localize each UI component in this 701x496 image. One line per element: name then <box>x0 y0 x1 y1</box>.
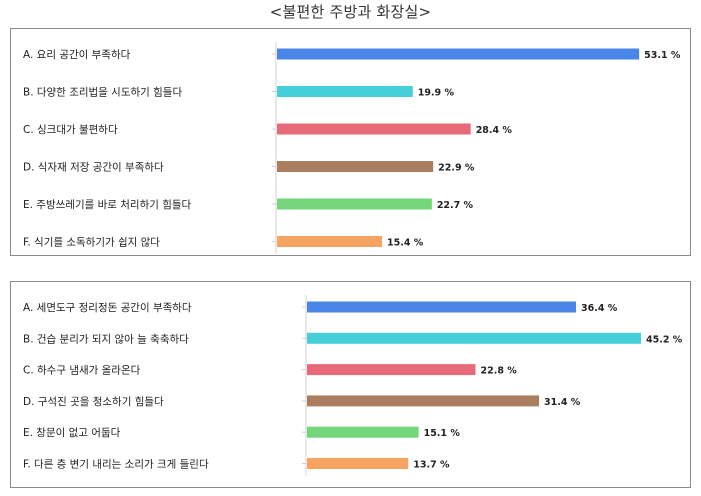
kitchen-chart-panel: A. 요리 공간이 부족하다 53.1 % B. 다양한 조리법을 시도하기 힘들다… <box>10 28 691 256</box>
kitchen-value-label: 22.7 % <box>437 200 474 211</box>
kitchen-bar-chart: A. 요리 공간이 부족하다 53.1 % B. 다양한 조리법을 시도하기 힘들다… <box>23 42 681 254</box>
kitchen-category-label: B. 다양한 조리법을 시도하기 힘들다 <box>23 86 182 99</box>
bathroom-value-label: 31.4 % <box>544 397 581 408</box>
kitchen-category-label: D. 식자재 저장 공간이 부족하다 <box>23 161 164 174</box>
kitchen-value-label: 53.1 % <box>644 50 681 61</box>
kitchen-value-label: 15.4 % <box>387 238 424 249</box>
page-title: <불편한 주방과 화장실> <box>269 3 432 21</box>
kitchen-bar <box>277 123 471 135</box>
bathroom-bar <box>307 301 576 313</box>
kitchen-bar <box>277 86 413 97</box>
kitchen-value-label: 19.9 % <box>418 88 455 99</box>
kitchen-category-label: F. 식기를 소독하기가 쉽지 않다 <box>23 236 160 249</box>
kitchen-category-label: E. 주방쓰레기를 바로 처리하기 힘들다 <box>23 198 192 211</box>
kitchen-value-label: 28.4 % <box>476 125 513 136</box>
bathroom-bar <box>307 458 409 469</box>
kitchen-bar <box>277 161 434 172</box>
bathroom-value-label: 22.8 % <box>480 366 517 377</box>
bathroom-bar-chart: A. 세면도구 정리정돈 공간이 부족하다 36.4 % B. 건습 분리가 되지 … <box>23 295 683 476</box>
bathroom-category-label: C. 하수구 냄새가 올라온다 <box>23 364 141 377</box>
kitchen-category-label: C. 싱크대가 불편하다 <box>23 123 118 136</box>
kitchen-bar <box>277 236 383 247</box>
bathroom-bar <box>307 332 642 344</box>
bathroom-category-label: F. 다른 층 변기 내리는 소리가 크게 들린다 <box>23 459 209 471</box>
bathroom-category-label: D. 구석진 곳을 청소하기 힘들다 <box>23 395 164 408</box>
kitchen-value-label: 22.9 % <box>438 163 475 174</box>
bathroom-category-label: B. 건습 분리가 되지 않아 늘 축축하다 <box>23 332 189 345</box>
bathroom-category-label: A. 세면도구 정리정돈 공간이 부족하다 <box>23 301 192 314</box>
bathroom-bar <box>307 364 476 376</box>
bathroom-value-label: 15.1 % <box>424 428 461 439</box>
bathroom-chart-panel: A. 세면도구 정리정돈 공간이 부족하다 36.4 % B. 건습 분리가 되지 … <box>10 281 691 488</box>
bathroom-value-label: 13.7 % <box>413 460 450 471</box>
bathroom-value-label: 36.4 % <box>581 303 618 314</box>
kitchen-category-label: A. 요리 공간이 부족하다 <box>23 48 131 61</box>
bathroom-bar <box>307 395 540 407</box>
bathroom-value-label: 45.2 % <box>646 334 683 345</box>
kitchen-bar <box>277 48 640 60</box>
bathroom-category-label: E. 창문이 없고 어둡다 <box>23 426 121 439</box>
bathroom-bar <box>307 426 419 438</box>
kitchen-bar <box>277 198 432 210</box>
